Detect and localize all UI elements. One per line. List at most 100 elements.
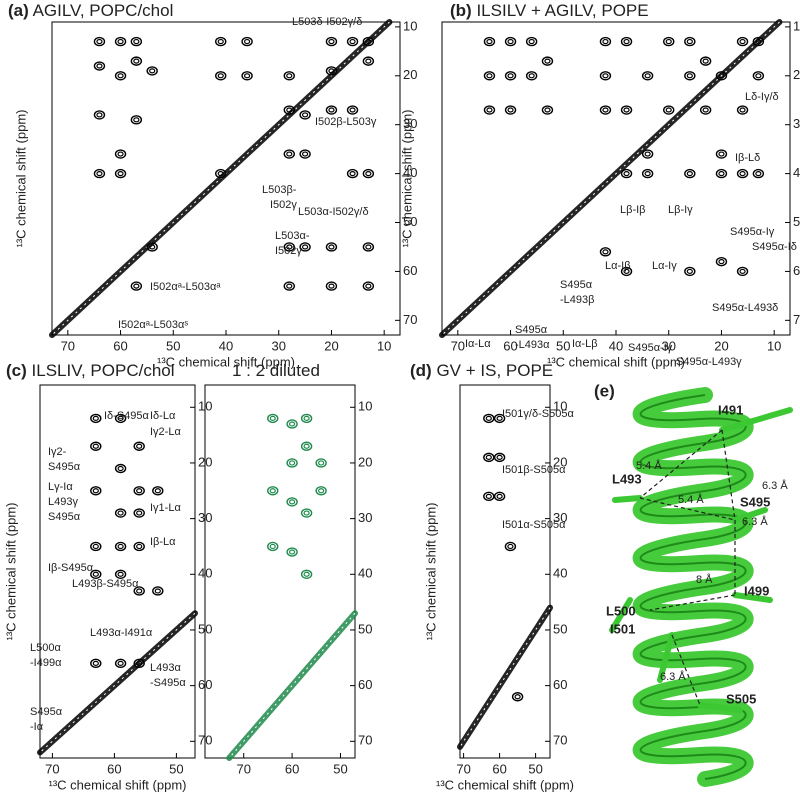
cross-peak [90, 569, 102, 579]
x-tick-label: 70 [456, 761, 470, 776]
y-tick-label: 30 [793, 116, 800, 131]
peak-annotation: Iβ-Lδ [735, 152, 760, 164]
cross-peak-core [623, 38, 630, 45]
cross-peak [483, 105, 496, 115]
panel-title: 1 : 2 diluted [232, 361, 320, 380]
cross-peak [620, 266, 633, 277]
cross-peak [504, 36, 517, 47]
cross-peak [315, 486, 327, 496]
cross-peak-core [328, 107, 335, 113]
cross-peak-core [136, 510, 143, 516]
y-tick-label: 70 [553, 733, 567, 748]
diagonal [37, 610, 198, 756]
peak-annotation: L503δ-I502γ/δ [292, 16, 362, 28]
cross-peak-core [644, 73, 651, 79]
cross-peak [483, 452, 495, 463]
cross-peak [114, 413, 127, 424]
cross-peak [362, 281, 375, 291]
x-axis-label: ¹³C chemical shift (ppm) [49, 777, 187, 792]
peak-annotation: Iγ1-Lα [150, 502, 181, 514]
cross-peak [241, 36, 253, 47]
cross-peak-core [288, 421, 296, 427]
x-axis-label: ¹³C chemical shift (ppm) [157, 354, 295, 369]
peak-annotation: L493α [150, 662, 181, 674]
side-chain [697, 702, 743, 713]
cross-peak-core [243, 73, 251, 79]
diagonal-core [228, 612, 356, 759]
distance-label: 6.3 Å [762, 479, 788, 492]
cross-peak [483, 491, 495, 502]
cross-peak-core [133, 283, 140, 289]
peak-annotation: S495α [30, 706, 63, 718]
cross-peak-core [136, 488, 143, 494]
plot-frame [459, 384, 551, 759]
cross-peak [90, 441, 102, 451]
x-tick-label: 50 [333, 761, 347, 776]
cross-peak-core [286, 244, 293, 250]
cross-peak-core [269, 415, 276, 422]
cross-peak-core [665, 38, 672, 45]
cross-peak-core [96, 63, 103, 69]
cross-peak-core [117, 543, 124, 550]
cross-peak [684, 266, 696, 277]
peak-annotation: I502γ [270, 199, 297, 211]
x-tick-label: 60 [503, 338, 517, 353]
peak-annotation: L503α-I502γ/δ [298, 206, 369, 218]
cross-peak-core [288, 499, 296, 505]
cross-peak [325, 281, 338, 291]
cross-peak [130, 281, 143, 291]
cross-peak-core [739, 107, 746, 113]
cross-peak-core [485, 454, 492, 460]
peak-annotation: S495α-Iγ [730, 226, 775, 238]
y-axis-label: ¹³C chemical shift (ppm) [3, 503, 18, 641]
x-tick-label: 60 [492, 761, 506, 776]
peak-annotation: -I499α [30, 657, 62, 669]
cross-peak-core [486, 38, 493, 45]
cross-peak-core [117, 151, 124, 157]
y-tick-label: 50 [793, 214, 800, 229]
cross-peak [525, 71, 538, 81]
cross-peak-core [303, 415, 310, 422]
cross-peak [146, 242, 158, 252]
cross-peak [620, 36, 633, 47]
peak-annotation: Iβ-S495α [48, 562, 94, 574]
cross-peak-core [96, 38, 103, 45]
peak-annotation: -S495α [150, 677, 186, 689]
peak-annotation: Iα-Lβ [572, 338, 598, 350]
x-tick-label: 50 [169, 761, 183, 776]
cross-peak-core [286, 151, 293, 157]
x-tick-label: 50 [528, 761, 542, 776]
cross-peak-core [149, 68, 156, 74]
structure-panel: (e) I491 L493 S495 I499 L500 I501 S505 5.4 Å 5.4 … [594, 381, 793, 787]
cross-peak-core [117, 171, 124, 177]
cross-peak-core [286, 283, 293, 289]
cross-peak [684, 71, 696, 81]
cross-peak [715, 149, 728, 159]
cross-peak [93, 61, 106, 71]
cross-peak-core [133, 117, 140, 123]
cross-peak [736, 36, 749, 47]
cross-peak [93, 36, 106, 47]
distance-line [639, 429, 723, 499]
cross-peak-core [117, 38, 124, 45]
cross-peak-core [328, 283, 335, 289]
cross-peak [283, 242, 295, 252]
cross-peak-core [485, 415, 492, 422]
peak-annotation: L493γ [48, 496, 78, 508]
cross-peak-core [739, 268, 746, 275]
cross-peak-core [755, 38, 762, 45]
panel-title-text: AGILV, POPC/chol [33, 1, 174, 20]
cross-peak [620, 168, 633, 179]
cross-peak [133, 508, 145, 518]
cross-peak [511, 692, 524, 702]
y-tick-label: 20 [793, 67, 800, 82]
cross-peak [699, 56, 712, 66]
cross-peak-core [507, 107, 514, 113]
y-tick-label: 10 [403, 18, 417, 33]
cross-peak [699, 105, 712, 115]
x-tick-label: 60 [113, 338, 127, 353]
x-tick-label: 20 [324, 338, 338, 353]
cross-peak-core [686, 38, 693, 45]
cross-peak-core [149, 244, 156, 250]
diagonal-core [459, 607, 551, 748]
